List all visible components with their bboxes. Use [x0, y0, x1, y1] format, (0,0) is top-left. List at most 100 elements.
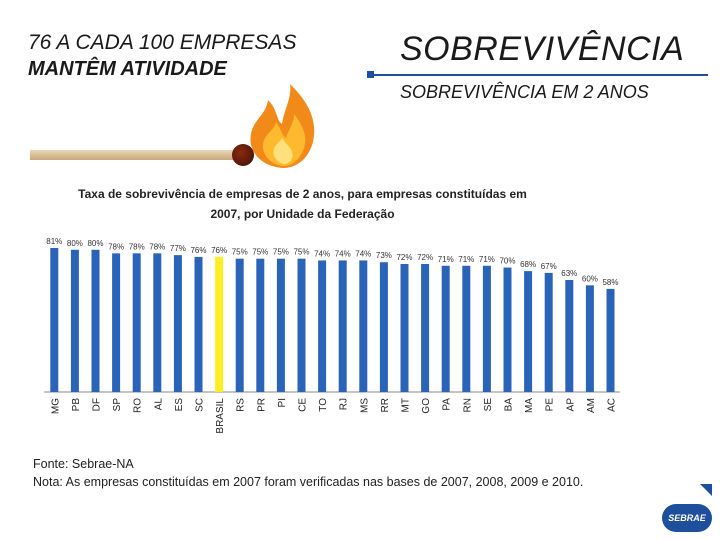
match-head	[232, 144, 254, 166]
tick-label-mg: MG	[50, 398, 61, 414]
value-label-mt: 72%	[396, 253, 412, 262]
value-label-to: 74%	[314, 249, 330, 258]
value-label-rs: 75%	[232, 248, 248, 257]
tick-label-es: ES	[174, 398, 185, 412]
bar-ms	[359, 260, 368, 392]
tick-label-rs: RS	[236, 398, 247, 412]
tick-label-pb: PB	[71, 398, 82, 412]
value-label-pr: 75%	[252, 248, 268, 257]
value-label-al: 78%	[149, 242, 165, 251]
value-label-pa: 71%	[438, 255, 454, 264]
bar-mg	[50, 248, 59, 392]
tick-label-rn: RN	[462, 398, 473, 412]
bar-ce	[297, 258, 306, 392]
chart-title-line2: 2007, por Unidade da Federação	[210, 207, 395, 221]
tick-label-brasil: BRASIL	[215, 398, 226, 434]
tick-label-al: AL	[153, 398, 164, 411]
tick-label-sp: SP	[112, 398, 123, 412]
tick-label-pa: PA	[442, 398, 453, 411]
tick-label-se: SE	[483, 398, 494, 412]
bar-pe	[544, 272, 553, 392]
sebrae-logo: SEBRAE	[662, 504, 712, 532]
tick-label-mt: MT	[401, 398, 412, 412]
bar-rr	[379, 262, 388, 392]
page-title: SOBREVIVÊNCIA	[400, 30, 685, 68]
value-label-df: 80%	[87, 239, 103, 248]
bar-rj	[338, 260, 347, 392]
page-subtitle: SOBREVIVÊNCIA EM 2 ANOS	[400, 82, 649, 102]
bar-rs	[235, 258, 244, 392]
value-label-rr: 73%	[376, 251, 392, 260]
value-label-es: 77%	[170, 244, 186, 253]
tick-label-ms: MS	[359, 398, 370, 413]
value-label-se: 71%	[479, 255, 495, 264]
match-stick	[30, 150, 245, 160]
bar-pi	[276, 258, 285, 392]
bar-chart: 81% MG 80% PB 80% DF 78% SP 78% RO 78% AL 77% ES 76% SC…	[44, 237, 620, 434]
tick-label-pi: PI	[277, 398, 288, 407]
value-label-pe: 67%	[541, 262, 557, 271]
tick-label-to: TO	[318, 398, 329, 412]
bar-df	[91, 249, 100, 392]
tick-label-go: GO	[421, 398, 432, 414]
value-label-ma: 68%	[520, 260, 536, 269]
value-label-ms: 74%	[355, 249, 371, 258]
bar-pa	[441, 265, 450, 392]
tick-label-pe: PE	[545, 398, 556, 412]
value-label-ac: 58%	[602, 278, 618, 287]
tick-label-ba: BA	[504, 398, 515, 412]
bar-am	[585, 285, 594, 392]
value-label-am: 60%	[582, 274, 598, 283]
title-rule	[370, 74, 708, 76]
title-rule-dot	[367, 71, 374, 78]
value-label-ap: 63%	[561, 269, 577, 278]
bar-brasil	[215, 256, 224, 392]
bar-rn	[462, 265, 471, 392]
tick-label-ro: RO	[133, 398, 144, 413]
bar-ac	[606, 288, 615, 392]
header-left: 76 A CADA 100 EMPRESAS MANTÊM ATIVIDADE	[28, 30, 296, 82]
tick-label-pr: PR	[256, 398, 267, 412]
bar-pr	[256, 258, 265, 392]
bar-mt	[400, 264, 409, 392]
tick-label-am: AM	[586, 398, 597, 413]
value-label-mg: 81%	[46, 237, 62, 246]
bar-se	[482, 265, 491, 392]
value-label-sc: 76%	[190, 246, 206, 255]
bar-sp	[112, 253, 121, 392]
bar-es	[173, 255, 182, 392]
header-left-line1: 76 A CADA 100 EMPRESAS	[28, 31, 297, 54]
chart-title: Taxa de sobrevivência de empresas de 2 a…	[50, 184, 555, 224]
value-label-ba: 70%	[499, 257, 515, 266]
footnote-note: Nota: As empresas constituídas em 2007 f…	[33, 475, 584, 489]
tick-label-sc: SC	[195, 398, 206, 412]
flame-icon	[250, 84, 315, 168]
tick-label-ac: AC	[607, 398, 618, 412]
tick-label-rr: RR	[380, 398, 391, 412]
header-left-line2: MANTÊM ATIVIDADE	[28, 58, 227, 80]
bar-sc	[194, 256, 203, 392]
value-label-ro: 78%	[129, 242, 145, 251]
chart-title-line1: Taxa de sobrevivência de empresas de 2 a…	[78, 187, 527, 201]
tick-label-ap: AP	[565, 398, 576, 412]
tick-label-df: DF	[92, 398, 103, 411]
value-label-rj: 74%	[335, 249, 351, 258]
bar-al	[153, 253, 162, 392]
value-label-sp: 78%	[108, 242, 124, 251]
value-label-rn: 71%	[458, 255, 474, 264]
logo-corner	[700, 484, 712, 496]
bar-ap	[565, 280, 574, 392]
tick-label-rj: RJ	[339, 398, 350, 410]
value-label-pi: 75%	[273, 248, 289, 257]
bar-to	[318, 260, 327, 392]
value-label-ce: 75%	[293, 248, 309, 257]
value-label-brasil: 76%	[211, 246, 227, 255]
bar-ba	[503, 267, 512, 392]
bar-ro	[132, 253, 141, 392]
bar-go	[421, 264, 430, 392]
footnote: Fonte: Sebrae-NA Nota: As empresas const…	[33, 455, 593, 491]
bar-pb	[70, 249, 79, 392]
tick-label-ce: CE	[298, 398, 309, 412]
value-label-go: 72%	[417, 253, 433, 262]
bar-ma	[524, 271, 533, 392]
